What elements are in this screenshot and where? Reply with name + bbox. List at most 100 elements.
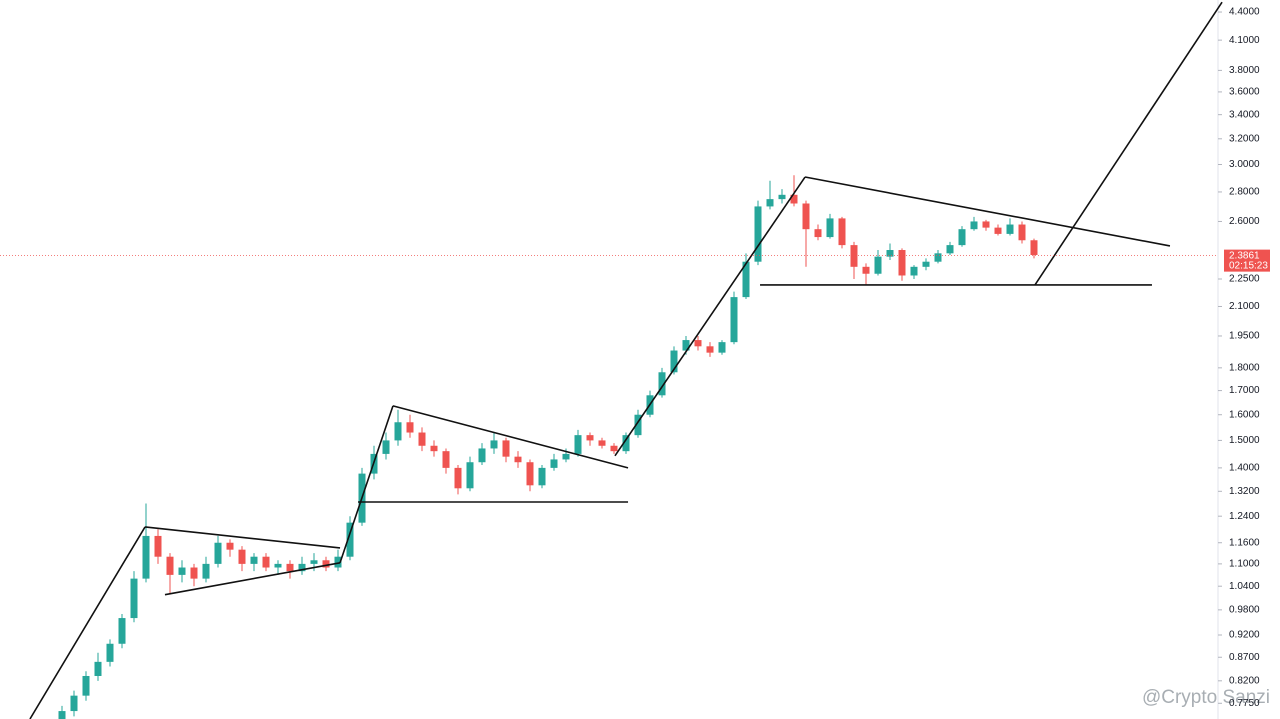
trendline — [614, 176, 806, 457]
candle-body — [826, 218, 834, 238]
candle-body — [622, 435, 630, 452]
trendline — [804, 176, 1171, 247]
candle-body — [454, 467, 462, 489]
y-tick-label: 1.1600 — [1229, 537, 1260, 548]
candle-body — [298, 563, 306, 572]
y-tick-label: 1.9500 — [1229, 331, 1260, 342]
candle-body — [70, 695, 78, 712]
candle-body — [334, 556, 342, 568]
candle-body — [850, 245, 858, 267]
candle-body — [982, 221, 990, 228]
candle-body — [106, 643, 114, 662]
candle-body — [514, 456, 522, 463]
candle-body — [190, 567, 198, 579]
candle-body — [670, 350, 678, 373]
candle-body — [802, 203, 810, 230]
candle-body — [694, 340, 702, 347]
trendline — [144, 526, 341, 549]
candle-body — [130, 578, 138, 619]
candle-body — [526, 462, 534, 486]
candle-body — [418, 432, 426, 446]
trendline — [339, 405, 394, 564]
y-tick-label: 1.7000 — [1229, 385, 1260, 396]
candle-body — [166, 556, 174, 575]
trendline — [29, 526, 146, 719]
candle-body — [706, 346, 714, 353]
candle-body — [658, 372, 666, 396]
y-tick-label: 4.4000 — [1229, 7, 1260, 18]
y-tick-label: 1.5000 — [1229, 435, 1260, 446]
candle-body — [394, 422, 402, 441]
candle-body — [838, 218, 846, 246]
candle-body — [226, 542, 234, 550]
candle-body — [346, 522, 354, 557]
candle-body — [718, 342, 726, 353]
y-tick-label: 3.2000 — [1229, 133, 1260, 144]
candle-body — [970, 221, 978, 230]
candle-body — [382, 440, 390, 454]
candle-body — [274, 563, 282, 568]
y-tick-label: 0.9200 — [1229, 630, 1260, 641]
trendline — [164, 562, 341, 596]
y-tick-label: 3.8000 — [1229, 65, 1260, 76]
candle-body — [238, 549, 246, 564]
y-tick-label: 0.9800 — [1229, 605, 1260, 616]
candle-body — [598, 440, 606, 446]
candle-body — [898, 250, 906, 276]
trendline — [1034, 1, 1223, 286]
candle-body — [154, 535, 162, 557]
candle-body — [934, 253, 942, 262]
watermark: @Crypto Sanzi — [1142, 687, 1270, 708]
candle-body — [874, 256, 882, 274]
y-tick-label: 4.1000 — [1229, 35, 1260, 46]
y-tick-label: 3.6000 — [1229, 87, 1260, 98]
countdown-label: 02:15:23 — [1229, 260, 1268, 271]
y-tick-label: 1.8000 — [1229, 362, 1260, 373]
y-tick-label: 0.7750 — [1229, 698, 1260, 709]
y-tick-label: 0.8700 — [1229, 652, 1260, 663]
candle-body — [538, 467, 546, 486]
y-tick-label: 1.4000 — [1229, 463, 1260, 474]
candle-body — [322, 560, 330, 568]
candle-body — [958, 229, 966, 246]
trendline — [392, 405, 629, 469]
candle-body — [634, 414, 642, 436]
candle-body — [1006, 224, 1014, 234]
candle-body — [778, 194, 786, 200]
y-tick-label: 1.1000 — [1229, 559, 1260, 570]
candle-body — [886, 250, 894, 257]
candle-body — [178, 567, 186, 575]
candle-body — [1030, 240, 1038, 255]
candle-body — [730, 297, 738, 343]
candle-body — [94, 661, 102, 676]
y-tick-label: 2.8000 — [1229, 187, 1260, 198]
candle-body — [406, 422, 414, 433]
candle-body — [202, 563, 210, 579]
candle-body — [814, 229, 822, 238]
candle-body — [862, 266, 870, 274]
candle-body — [946, 245, 954, 254]
candle-body — [562, 453, 570, 460]
candle-body — [250, 556, 258, 564]
candle-body — [766, 199, 774, 207]
y-tick-label: 2.2500 — [1229, 274, 1260, 285]
candle-body — [550, 459, 558, 468]
candle-body — [922, 261, 930, 267]
candle-body — [214, 542, 222, 564]
candle-body — [466, 462, 474, 489]
candle-body — [610, 445, 618, 452]
y-tick-label: 3.0000 — [1229, 159, 1260, 170]
y-tick-label: 1.2400 — [1229, 511, 1260, 522]
candle-body — [586, 435, 594, 441]
candle-body — [994, 227, 1002, 234]
candle-body — [310, 560, 318, 564]
y-tick-label: 1.6000 — [1229, 409, 1260, 420]
candle-body — [502, 440, 510, 457]
candle-body — [262, 556, 270, 568]
candle-body — [286, 563, 294, 572]
candle-body — [142, 535, 150, 579]
candle-body — [478, 448, 486, 463]
y-tick-label: 2.6000 — [1229, 216, 1260, 227]
